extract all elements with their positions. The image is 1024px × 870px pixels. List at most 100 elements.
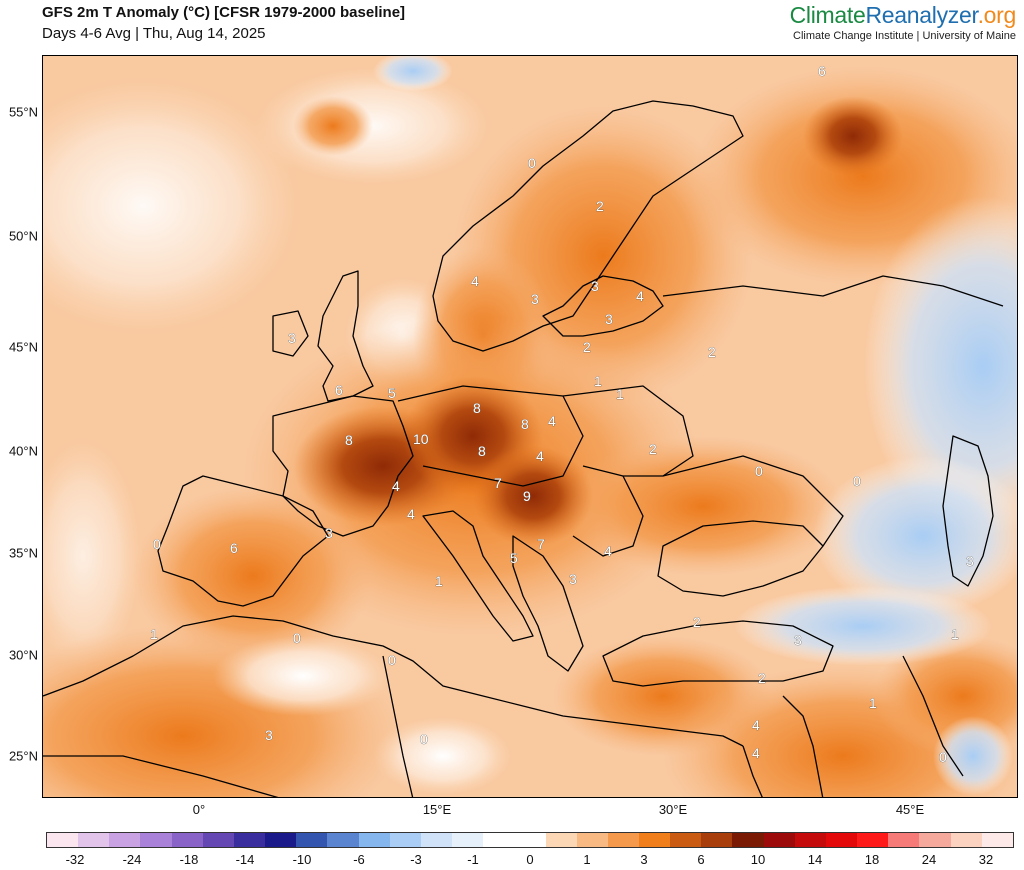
colorbar-tick: 18 (864, 852, 880, 867)
contour-label: 9 (523, 488, 531, 504)
colorbar-tick: 0 (526, 852, 534, 867)
contour-label: 0 (420, 731, 428, 747)
contour-label: 6 (818, 63, 826, 79)
map-subtitle: Days 4-6 Avg | Thu, Aug 14, 2025 (42, 25, 266, 42)
colorbar-swatch (857, 833, 889, 847)
colorbar-swatch (670, 833, 702, 847)
colorbar-swatch (638, 833, 671, 847)
contour-label: 8 (478, 443, 486, 459)
lat-label-30n: 30°N (8, 647, 38, 663)
contour-label: 0 (293, 630, 301, 646)
brand-part1: Climate (789, 2, 866, 28)
colorbar-tick: -1 (467, 852, 479, 867)
colorbar-swatch (358, 833, 390, 847)
lat-label-45n: 45°N (8, 339, 38, 355)
colorbar-tick: -3 (410, 852, 422, 867)
contour-label: 0 (388, 652, 396, 668)
colorbar-swatch (265, 833, 297, 847)
lon-label-30e: 30°E (658, 802, 688, 817)
contour-label: 2 (649, 441, 657, 457)
lon-label-0: 0° (192, 802, 206, 817)
anomaly-map[interactable]: 6 2 4 3 3 3 2 1 1 2 0 0 0 3 1 4 3 6 5 8 … (42, 55, 1018, 798)
colorbar-tick: -6 (353, 852, 365, 867)
contour-label: 1 (594, 373, 602, 389)
contour-label: 4 (392, 478, 400, 494)
colorbar-swatch (981, 833, 1013, 847)
contour-label: 0 (528, 155, 536, 171)
colorbar-swatch (545, 833, 577, 847)
lat-label-55n: 55°N (8, 104, 38, 120)
colorbar-swatch (452, 833, 484, 847)
colorbar-swatch (327, 833, 359, 847)
map-title: GFS 2m T Anomaly (°C) [CFSR 1979-2000 ba… (42, 4, 406, 21)
brand-part3: .org (977, 2, 1017, 28)
contour-label: 3 (569, 571, 577, 587)
lat-label-25n: 25°N (8, 748, 38, 764)
colorbar-swatch (140, 833, 172, 847)
contour-label: 1 (869, 695, 877, 711)
contour-label: 4 (548, 413, 556, 429)
contour-labels: 6 2 4 3 3 3 2 1 1 2 0 0 0 3 1 4 3 6 5 8 … (150, 63, 975, 766)
contour-label: 3 (325, 525, 333, 541)
colorbar-swatch (825, 833, 858, 847)
contour-label: 0 (939, 749, 947, 765)
colorbar-tick: -24 (122, 852, 142, 867)
colorbar-tick: 3 (640, 852, 648, 867)
contour-label: 10 (413, 431, 429, 447)
colorbar-swatch (794, 833, 826, 847)
colorbar-swatch (389, 833, 421, 847)
colorbar-tick: 14 (807, 852, 823, 867)
contour-label: 5 (388, 385, 396, 401)
contour-label: 2 (708, 344, 716, 360)
lon-label-45e: 45°E (895, 802, 925, 817)
contour-label: 1 (616, 386, 624, 402)
contour-label: 2 (583, 339, 591, 355)
contour-label: 3 (288, 330, 296, 346)
contour-label: 4 (471, 273, 479, 289)
colorbar-swatch (732, 833, 764, 847)
contour-label: 4 (636, 288, 644, 304)
colorbar-tick: -18 (179, 852, 199, 867)
colorbar (46, 832, 1014, 848)
contour-label: 8 (473, 400, 481, 416)
contour-label: 3 (605, 311, 613, 327)
contour-label: 4 (752, 745, 760, 761)
contour-label: 4 (752, 717, 760, 733)
colorbar-swatch (47, 833, 79, 847)
lat-label-40n: 40°N (8, 443, 38, 459)
contour-label: 2 (693, 614, 701, 630)
colorbar-swatch (701, 833, 733, 847)
colorbar-swatch (888, 833, 920, 847)
contour-label: 2 (758, 670, 766, 686)
colorbar-swatch (483, 833, 515, 847)
coastlines (43, 100, 1004, 797)
colorbar-tick: -14 (235, 852, 255, 867)
brand-logo[interactable]: ClimateReanalyzer.org (789, 2, 1017, 29)
contour-label: 7 (537, 536, 545, 552)
contour-label: 8 (345, 432, 353, 448)
contour-label: 0 (853, 473, 861, 489)
contour-label: 0 (755, 463, 763, 479)
contour-label: 6 (230, 540, 238, 556)
colorbar-swatch (171, 833, 203, 847)
colorbar-tick: 1 (583, 852, 591, 867)
colorbar-tick: 24 (921, 852, 937, 867)
contour-label: 3 (531, 291, 539, 307)
contour-label: 3 (591, 278, 599, 294)
contour-label: 8 (521, 416, 529, 432)
lat-label-50n: 50°N (8, 228, 38, 244)
colorbar-swatch (607, 833, 639, 847)
contour-label: 4 (536, 448, 544, 464)
colorbar-tick: 6 (697, 852, 705, 867)
colorbar-swatch (514, 833, 546, 847)
colorbar-swatch (919, 833, 951, 847)
contour-label: 0 (153, 536, 161, 552)
colorbar-swatch (202, 833, 234, 847)
contour-label: 3 (966, 553, 974, 569)
colorbar-tick: 32 (978, 852, 994, 867)
contour-label: 4 (604, 543, 612, 559)
colorbar-swatch (763, 833, 795, 847)
colorbar-swatch (233, 833, 266, 847)
brand-part2: Reanalyzer (865, 2, 978, 28)
colorbar-tick: -10 (292, 852, 312, 867)
